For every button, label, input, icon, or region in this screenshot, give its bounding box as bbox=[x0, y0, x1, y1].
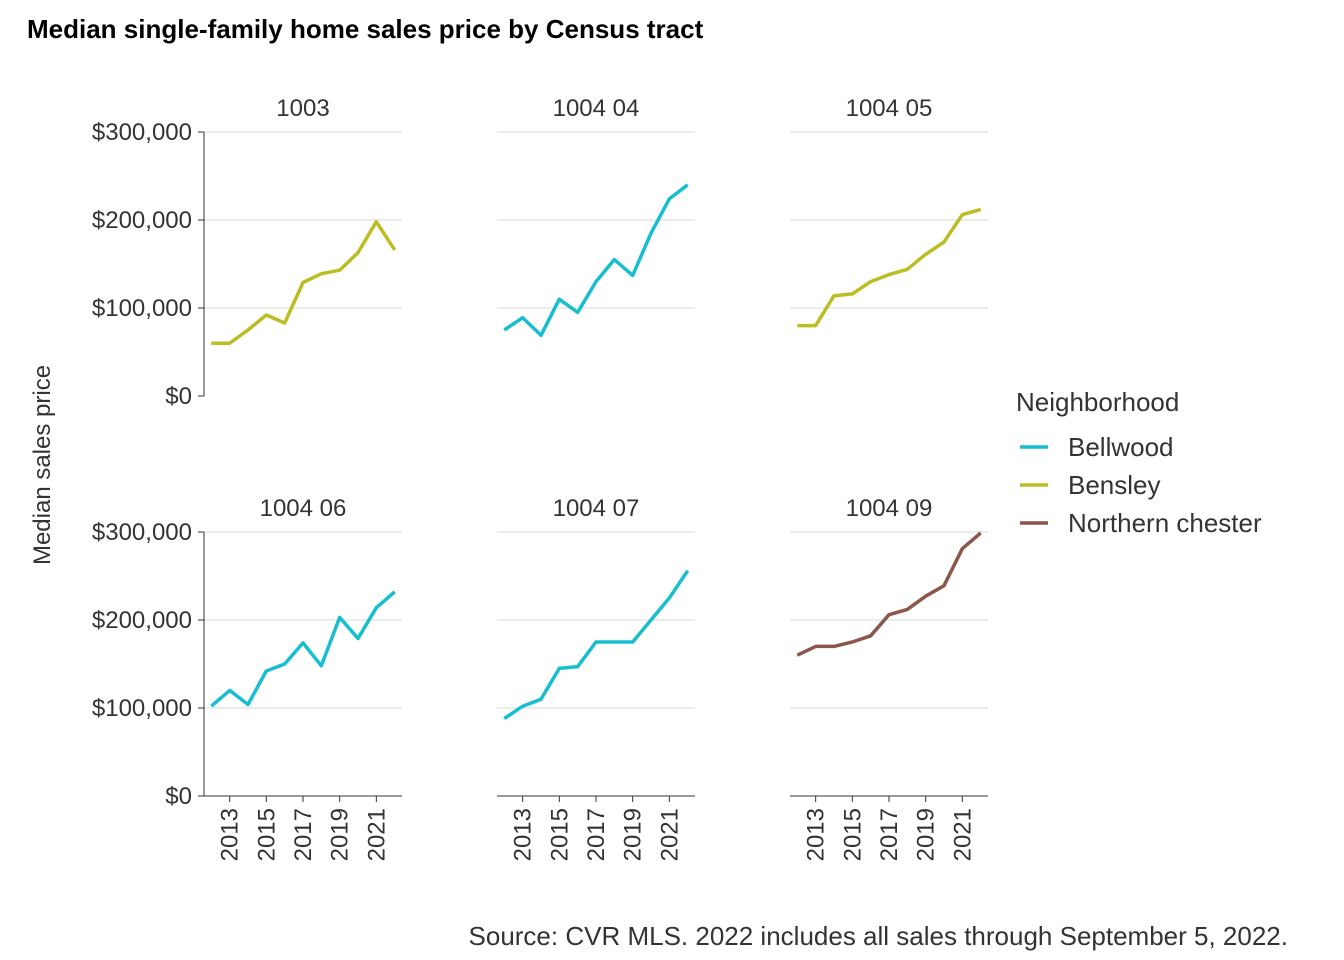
y-axis-label: Median sales price bbox=[29, 365, 56, 565]
legend-item: Bellwood bbox=[1020, 432, 1174, 462]
legend-item: Northern chester bbox=[1020, 508, 1262, 538]
x-tick-label: 2015 bbox=[546, 808, 573, 861]
x-tick-label: 2017 bbox=[290, 808, 317, 861]
panel-1004-09: 1004 09 2013 2015 2017 2019 2021 bbox=[790, 495, 988, 861]
y-tick-label: $100,000 bbox=[92, 295, 192, 322]
series-line-1004-07 bbox=[503, 569, 690, 721]
x-tick-label: 2013 bbox=[217, 808, 244, 861]
panel-strip-label: 1004 04 bbox=[553, 95, 640, 122]
panel-strip-label: 1003 bbox=[276, 95, 329, 122]
legend-title: Neighborhood bbox=[1016, 387, 1179, 417]
legend: Neighborhood Bellwood Bensley Northern che… bbox=[1016, 387, 1262, 538]
panel-strip-label: 1004 06 bbox=[260, 495, 347, 522]
x-tick-label: 2021 bbox=[656, 808, 683, 861]
y-tick-label: $300,000 bbox=[92, 119, 192, 146]
series-line-1003 bbox=[211, 220, 397, 345]
panel-1004-04: 1004 04 bbox=[497, 95, 695, 338]
facet-panels: 1003 $0 $100,000 $200,000 $300,000 1004 04 100… bbox=[92, 95, 988, 861]
x-tick-label: 2017 bbox=[876, 808, 903, 861]
series-line-1004-05 bbox=[797, 207, 982, 328]
x-tick-label: 2013 bbox=[803, 808, 830, 861]
series-line-1004-09 bbox=[796, 531, 982, 657]
x-tick-label: 2021 bbox=[949, 808, 976, 861]
panel-1004-07: 1004 07 2013 2015 2017 2019 2021 bbox=[497, 495, 695, 861]
y-tick-label: $200,000 bbox=[92, 607, 192, 634]
x-tick-label: 2019 bbox=[620, 808, 647, 861]
panel-strip-label: 1004 07 bbox=[553, 495, 640, 522]
y-tick-label: $0 bbox=[165, 783, 192, 810]
x-tick-label: 2017 bbox=[583, 808, 610, 861]
legend-label: Bensley bbox=[1068, 470, 1161, 500]
legend-label: Northern chester bbox=[1068, 508, 1262, 538]
x-tick-label: 2019 bbox=[327, 808, 354, 861]
panel-1003: 1003 $0 $100,000 $200,000 $300,000 bbox=[92, 95, 402, 410]
series-line-1004-06 bbox=[210, 590, 396, 708]
x-tick-label: 2019 bbox=[913, 808, 940, 861]
x-tick-label: 2013 bbox=[510, 808, 537, 861]
panel-strip-label: 1004 05 bbox=[846, 95, 933, 122]
x-tick-label: 2015 bbox=[839, 808, 866, 861]
y-tick-label: $100,000 bbox=[92, 695, 192, 722]
y-tick-label: $200,000 bbox=[92, 207, 192, 234]
y-tick-label: $0 bbox=[165, 383, 192, 410]
series-line-1004-04 bbox=[503, 183, 689, 338]
legend-label: Bellwood bbox=[1068, 432, 1174, 462]
x-tick-label: 2021 bbox=[363, 808, 390, 861]
panel-1004-05: 1004 05 bbox=[790, 95, 988, 328]
panel-1004-06: 1004 06 $0 $100,000 $200,000 $300,000 2013 201… bbox=[92, 495, 402, 861]
chart-title: Median single-family home sales price by… bbox=[27, 14, 704, 44]
legend-item: Bensley bbox=[1020, 470, 1161, 500]
panel-strip-label: 1004 09 bbox=[846, 495, 933, 522]
chart-caption: Source: CVR MLS. 2022 includes all sales… bbox=[469, 921, 1288, 951]
y-tick-label: $300,000 bbox=[92, 519, 192, 546]
x-tick-label: 2015 bbox=[253, 808, 280, 861]
